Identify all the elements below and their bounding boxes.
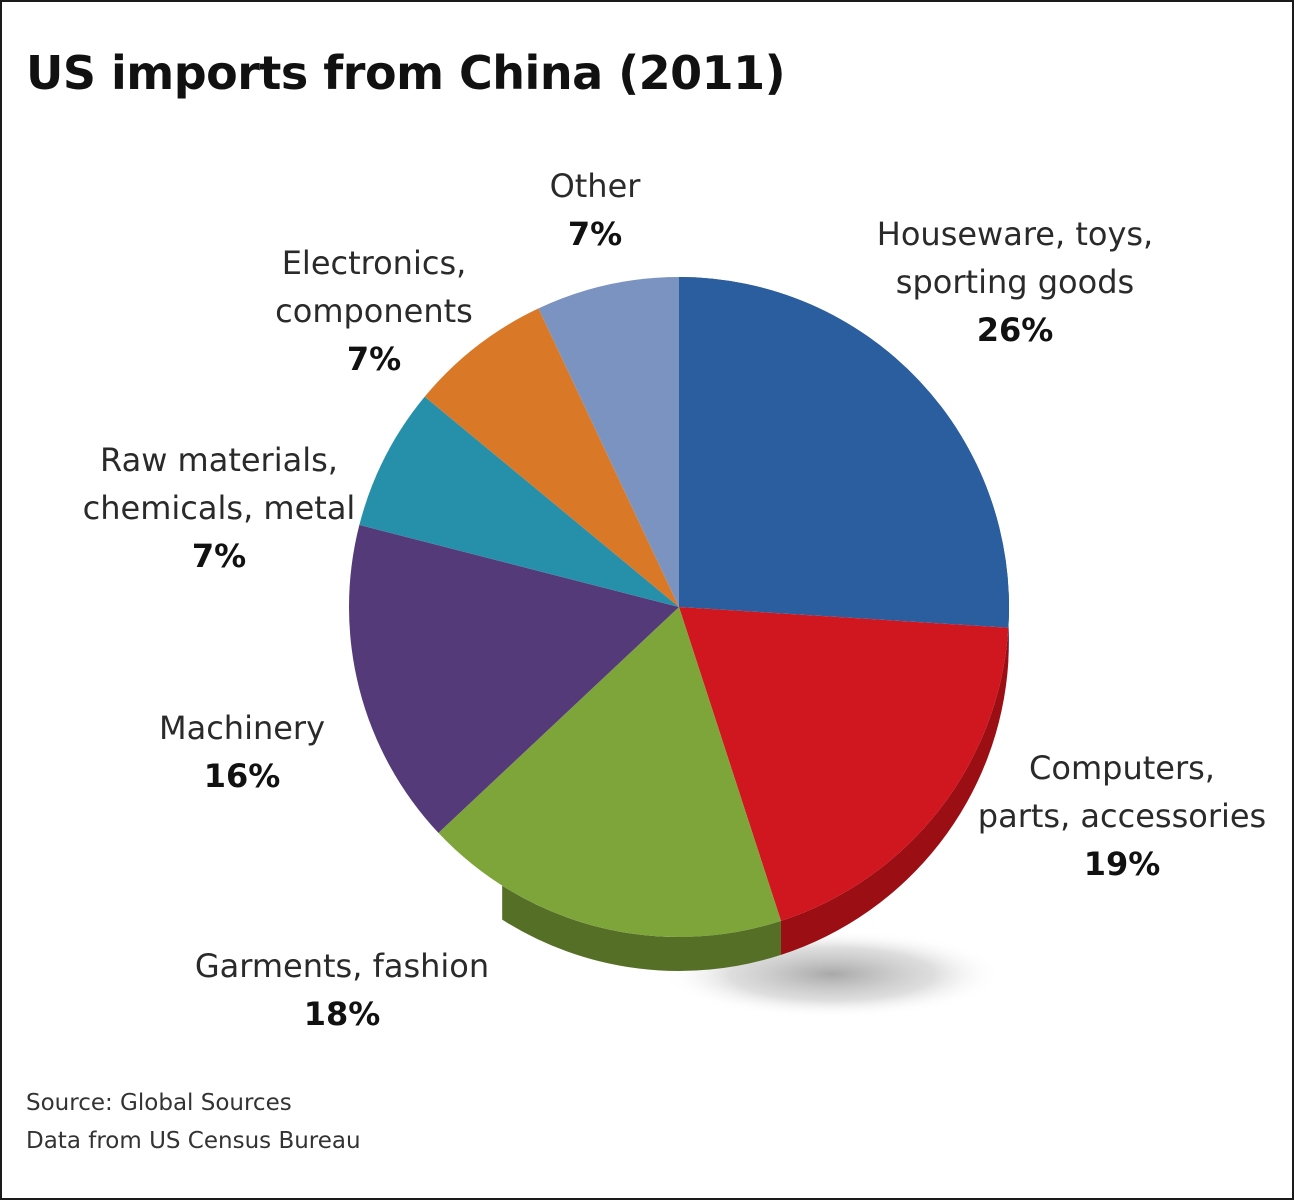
pie-slice-raw-materials-chemicals-metal bbox=[359, 396, 679, 607]
pie-slice-electronics-components bbox=[424, 308, 679, 607]
pie-slice-garments-fashion bbox=[438, 607, 781, 937]
chart-title: US imports from China (2011) bbox=[26, 46, 786, 100]
slice-label-garments: Garments, fashion 18% bbox=[194, 947, 490, 1033]
pie-slice-other bbox=[538, 277, 679, 607]
data-credit-note: Data from US Census Bureau bbox=[26, 1128, 361, 1154]
pie-slice-computers-parts-accessories bbox=[679, 607, 1009, 921]
slice-label-houseware: Houseware, toys, sporting goods 26% bbox=[876, 215, 1154, 349]
pie-slice-machinery bbox=[348, 524, 679, 833]
pie-side-computers-parts-accessories bbox=[780, 627, 1009, 955]
slice-label-raw-materials: Raw materials, chemicals, metal 7% bbox=[82, 441, 356, 575]
slice-label-computers: Computers, parts, accessories 19% bbox=[977, 749, 1267, 883]
slice-label-other: Other 7% bbox=[549, 167, 641, 253]
pie-slice-houseware-toys-sporting-goods bbox=[679, 277, 1009, 628]
slice-label-electronics: Electronics, components 7% bbox=[275, 244, 473, 378]
pie-side-garments-fashion bbox=[502, 885, 781, 971]
source-note: Source: Global Sources bbox=[26, 1090, 292, 1116]
slice-label-machinery: Machinery 16% bbox=[158, 709, 326, 795]
